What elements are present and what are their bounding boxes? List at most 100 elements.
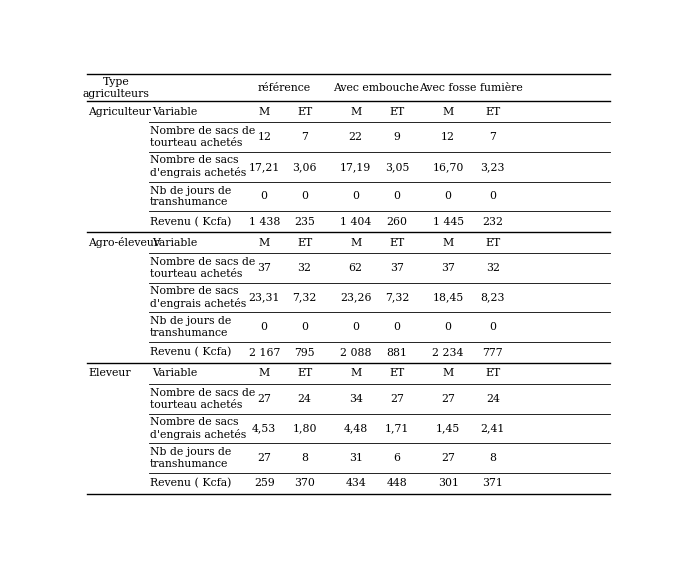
Text: 27: 27 <box>441 453 455 463</box>
Text: 259: 259 <box>254 478 275 488</box>
Text: 27: 27 <box>257 453 271 463</box>
Text: 27: 27 <box>257 394 271 404</box>
Text: 3,06: 3,06 <box>292 162 317 172</box>
Text: Nombre de sacs de
tourteau achetés: Nombre de sacs de tourteau achetés <box>150 126 255 148</box>
Text: ET: ET <box>389 238 405 248</box>
Text: 18,45: 18,45 <box>432 293 464 303</box>
Text: 37: 37 <box>390 263 404 273</box>
Text: Nombre de sacs
d'engrais achetés: Nombre de sacs d'engrais achetés <box>150 156 246 178</box>
Text: 235: 235 <box>294 217 315 227</box>
Text: Nb de jours de
transhumance: Nb de jours de transhumance <box>150 316 232 338</box>
Text: 8: 8 <box>301 453 308 463</box>
Text: Variable: Variable <box>152 238 197 248</box>
Text: 0: 0 <box>489 191 496 201</box>
Text: M: M <box>350 238 362 248</box>
Text: 2,41: 2,41 <box>481 423 505 434</box>
Text: ET: ET <box>389 368 405 379</box>
Text: Type
agriculteurs: Type agriculteurs <box>83 77 150 99</box>
Text: 0: 0 <box>352 322 359 332</box>
Text: référence: référence <box>258 83 311 93</box>
Text: M: M <box>443 107 454 117</box>
Text: 2 234: 2 234 <box>432 348 464 358</box>
Text: ET: ET <box>297 368 312 379</box>
Text: 0: 0 <box>261 191 268 201</box>
Text: 7,32: 7,32 <box>385 293 409 303</box>
Text: 16,70: 16,70 <box>432 162 464 172</box>
Text: 1 445: 1 445 <box>432 217 464 227</box>
Text: Variable: Variable <box>152 107 197 117</box>
Text: 27: 27 <box>441 394 455 404</box>
Text: 0: 0 <box>445 322 452 332</box>
Text: Nombre de sacs de
tourteau achetés: Nombre de sacs de tourteau achetés <box>150 388 255 410</box>
Text: ET: ET <box>297 238 312 248</box>
Text: 24: 24 <box>298 394 312 404</box>
Text: M: M <box>259 238 270 248</box>
Text: 23,31: 23,31 <box>248 293 280 303</box>
Text: 12: 12 <box>257 132 271 142</box>
Text: ET: ET <box>485 368 500 379</box>
Text: 434: 434 <box>346 478 366 488</box>
Text: M: M <box>259 368 270 379</box>
Text: 371: 371 <box>482 478 503 488</box>
Text: 32: 32 <box>298 263 312 273</box>
Text: ET: ET <box>485 238 500 248</box>
Text: Nb de jours de
transhumance: Nb de jours de transhumance <box>150 447 232 469</box>
Text: ET: ET <box>485 107 500 117</box>
Text: 3,05: 3,05 <box>385 162 409 172</box>
Text: 8: 8 <box>489 453 496 463</box>
Text: 17,19: 17,19 <box>340 162 371 172</box>
Text: 881: 881 <box>387 348 407 358</box>
Text: 795: 795 <box>294 348 315 358</box>
Text: 1 438: 1 438 <box>248 217 280 227</box>
Text: 4,53: 4,53 <box>252 423 276 434</box>
Text: ET: ET <box>389 107 405 117</box>
Text: 37: 37 <box>441 263 455 273</box>
Text: 2 167: 2 167 <box>248 348 280 358</box>
Text: Agriculteur: Agriculteur <box>88 107 151 117</box>
Text: 1 404: 1 404 <box>340 217 371 227</box>
Text: 0: 0 <box>261 322 268 332</box>
Text: 0: 0 <box>301 191 308 201</box>
Text: 4,48: 4,48 <box>344 423 368 434</box>
Text: 260: 260 <box>387 217 407 227</box>
Text: 448: 448 <box>387 478 407 488</box>
Text: Agro-éleveur: Agro-éleveur <box>88 237 160 248</box>
Text: 0: 0 <box>301 322 308 332</box>
Text: M: M <box>350 368 362 379</box>
Text: 7: 7 <box>301 132 308 142</box>
Text: Eleveur: Eleveur <box>88 368 131 379</box>
Text: 232: 232 <box>482 217 503 227</box>
Text: Revenu ( Kcfa): Revenu ( Kcfa) <box>150 217 232 227</box>
Text: 0: 0 <box>352 191 359 201</box>
Text: 62: 62 <box>348 263 363 273</box>
Text: Revenu ( Kcfa): Revenu ( Kcfa) <box>150 348 232 358</box>
Text: M: M <box>443 368 454 379</box>
Text: 1,71: 1,71 <box>385 423 409 434</box>
Text: 6: 6 <box>393 453 400 463</box>
Text: M: M <box>259 107 270 117</box>
Text: 0: 0 <box>393 191 400 201</box>
Text: Nombre de sacs de
tourteau achetés: Nombre de sacs de tourteau achetés <box>150 257 255 279</box>
Text: 8,23: 8,23 <box>480 293 505 303</box>
Text: 27: 27 <box>390 394 404 404</box>
Text: 0: 0 <box>489 322 496 332</box>
Text: 777: 777 <box>482 348 503 358</box>
Text: 24: 24 <box>486 394 500 404</box>
Text: Avec embouche: Avec embouche <box>333 83 419 93</box>
Text: 0: 0 <box>393 322 400 332</box>
Text: Nombre de sacs
d'engrais achetés: Nombre de sacs d'engrais achetés <box>150 286 246 309</box>
Text: Avec fosse fumière: Avec fosse fumière <box>418 83 523 93</box>
Text: 32: 32 <box>486 263 500 273</box>
Text: 22: 22 <box>348 132 363 142</box>
Text: Nombre de sacs
d'engrais achetés: Nombre de sacs d'engrais achetés <box>150 417 246 440</box>
Text: 9: 9 <box>393 132 400 142</box>
Text: 7,32: 7,32 <box>292 293 316 303</box>
Text: Variable: Variable <box>152 368 197 379</box>
Text: Revenu ( Kcfa): Revenu ( Kcfa) <box>150 478 232 488</box>
Text: ET: ET <box>297 107 312 117</box>
Text: 31: 31 <box>348 453 363 463</box>
Text: 17,21: 17,21 <box>248 162 280 172</box>
Text: 34: 34 <box>349 394 362 404</box>
Text: 1,45: 1,45 <box>436 423 460 434</box>
Text: 2 088: 2 088 <box>340 348 371 358</box>
